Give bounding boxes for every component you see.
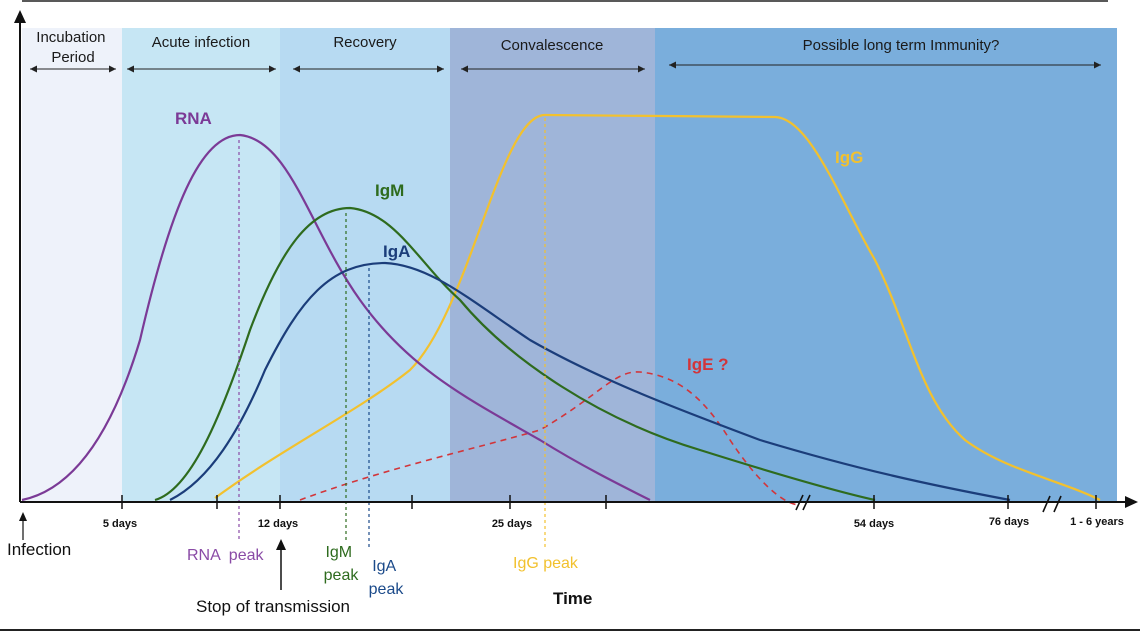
stop-transmission-arrowhead (276, 539, 286, 550)
arrowhead (30, 65, 37, 73)
phase-label-acute: Acute infection (152, 34, 250, 51)
axis-break (795, 494, 804, 511)
phase-band-immunity (655, 28, 1117, 502)
arrowhead (638, 65, 645, 73)
tick-label-years: 1 - 6 years (1070, 516, 1124, 528)
tick-label-5-days: 5 days (103, 518, 137, 530)
igm-curve (154, 206, 876, 502)
arrowhead (127, 65, 134, 73)
arrowhead (269, 65, 276, 73)
phase-band-incubation (22, 28, 122, 502)
x-tick-labels: 5 days 12 days 25 days 54 days 76 days 1… (103, 516, 1124, 530)
iga-curve (169, 261, 1011, 502)
series-labels: RNA IgM IgA IgG IgE ? (175, 109, 863, 374)
phase-span-arrows (30, 64, 1101, 70)
peak-labels: RNA peak IgM peak IgA peak IgG peak (187, 544, 579, 598)
phase-label-incubation: Incubation Period (36, 29, 109, 66)
x-axis-arrowhead (1125, 496, 1138, 508)
x-axis-ticks (121, 495, 1097, 509)
axes (19, 20, 1128, 503)
axis-break (1053, 495, 1062, 513)
arrowhead (1094, 61, 1101, 69)
phase-band-acute (122, 28, 280, 502)
span-arrowheads (30, 61, 1101, 73)
x-axis-title: Time (553, 589, 592, 608)
arrowhead (293, 65, 300, 73)
series-label-igm: IgM (375, 181, 404, 200)
igm-peak-label: IgM peak (324, 544, 360, 584)
phase-labels: Incubation Period Acute infection Recove… (36, 29, 999, 66)
phase-label-recovery: Recovery (333, 34, 397, 51)
axis-break (1042, 495, 1051, 513)
phase-band-convalescence (450, 28, 655, 502)
rna-peak-label: RNA peak (187, 547, 264, 564)
axis-break-marks (795, 494, 1062, 513)
infection-arrowhead (19, 512, 27, 521)
iga-peak-label: IgA peak (369, 558, 405, 598)
phase-bands (22, 28, 1117, 502)
tick-label-25-days: 25 days (492, 518, 532, 530)
arrowhead (461, 65, 468, 73)
phase-label-convalescence: Convalescence (501, 37, 604, 54)
igg-peak-label: IgG peak (513, 555, 579, 572)
series-label-rna: RNA (175, 109, 212, 128)
arrowhead (109, 65, 116, 73)
tick-label-76-days: 76 days (989, 516, 1029, 528)
igg-curve (214, 113, 1101, 501)
rna-curve (21, 133, 651, 502)
tick-label-54-days: 54 days (854, 518, 894, 530)
response-curves (21, 113, 1101, 506)
arrowhead (437, 65, 444, 73)
stop-transmission-label: Stop of transmission (196, 597, 350, 616)
series-label-iga: IgA (383, 242, 410, 261)
infection-label: Infection (7, 540, 71, 559)
tick-label-12-days: 12 days (258, 518, 298, 530)
series-label-ige: IgE ? (687, 355, 729, 374)
y-axis-arrowhead (14, 10, 26, 23)
series-label-igg: IgG (835, 148, 863, 167)
axis-break (802, 494, 811, 511)
phase-label-immunity: Possible long term Immunity? (803, 37, 1000, 54)
arrowhead (669, 61, 676, 69)
